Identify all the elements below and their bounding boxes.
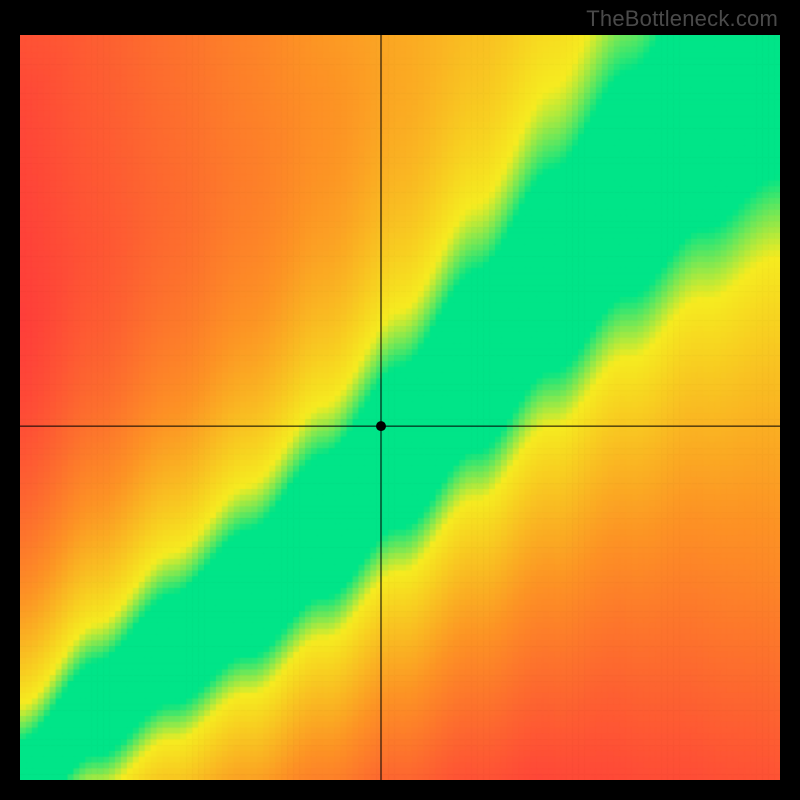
bottleneck-heatmap <box>20 35 780 780</box>
watermark-text: TheBottleneck.com <box>586 6 778 32</box>
heatmap-canvas <box>20 35 780 780</box>
